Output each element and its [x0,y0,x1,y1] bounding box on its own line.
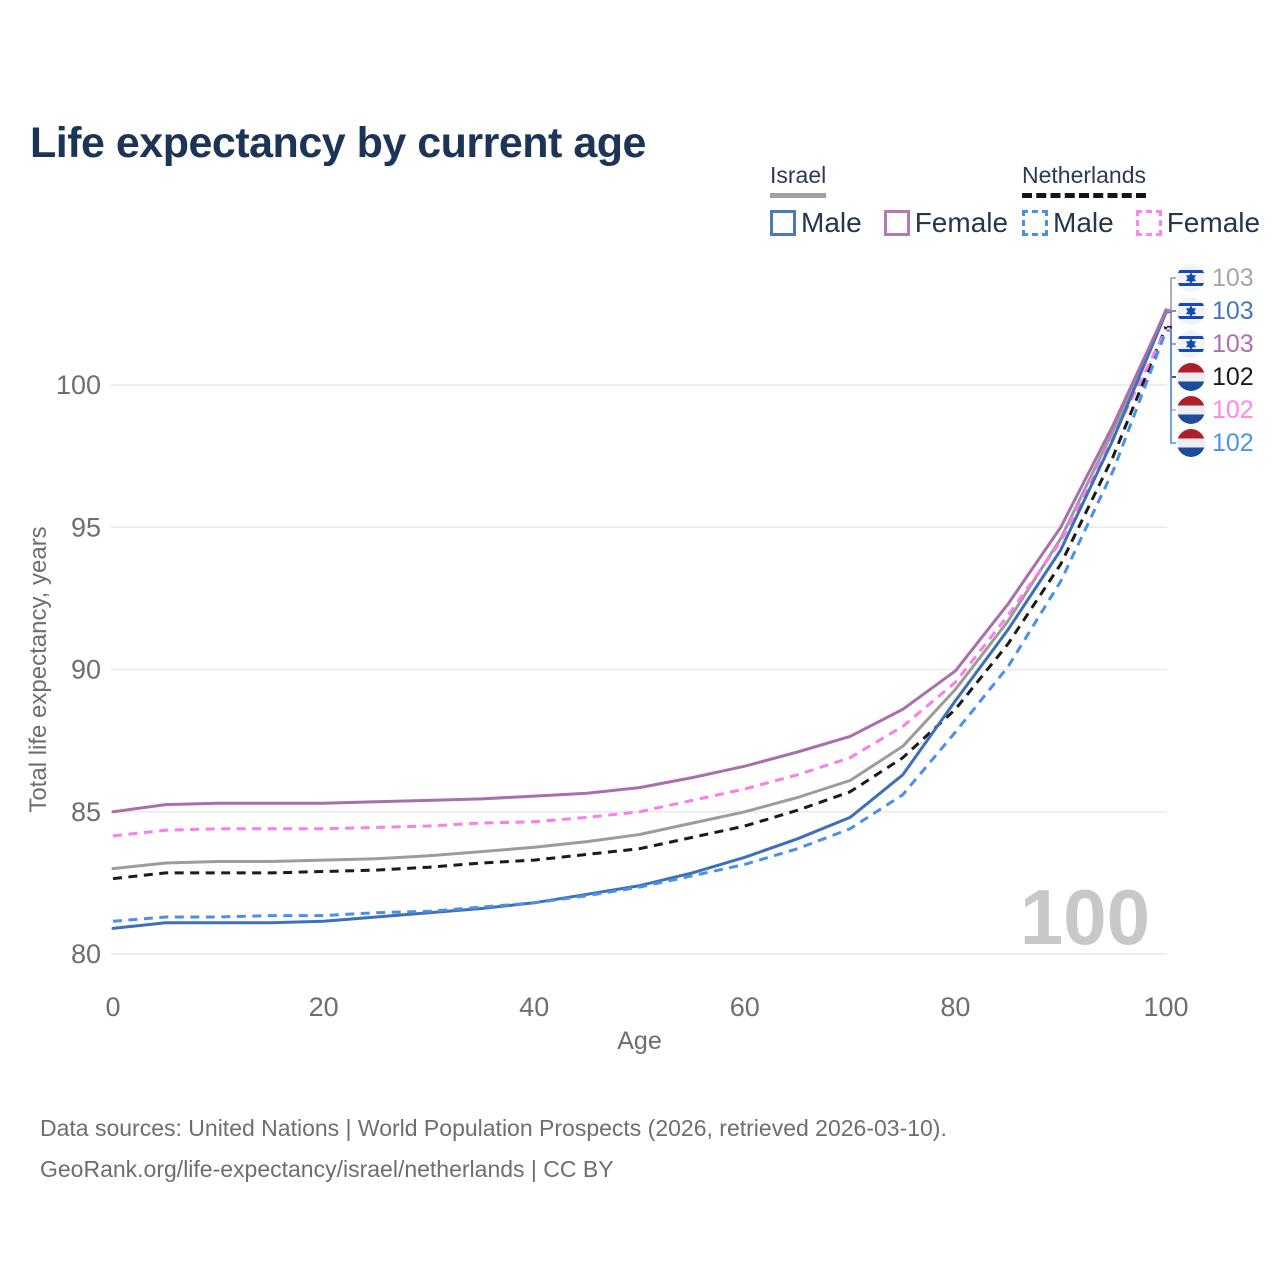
legend-group-netherlands: Netherlands Male Female [1022,162,1280,239]
legend-group-israel: Israel Male Female [770,162,1030,239]
legend-group-title-netherlands[interactable]: Netherlands [1022,162,1147,198]
x-tick-60: 60 [730,992,760,1022]
series-line-netherlands-female [112,328,1168,838]
legend-label: Male [801,207,862,238]
legend-item-netherlands-male[interactable]: Male [1022,207,1114,239]
footer-sources: Data sources: United Nations | World Pop… [40,1115,947,1141]
x-axis-title: Age [617,1027,661,1055]
legend-label: Male [1053,207,1114,238]
y-tick-85: 85 [71,797,101,827]
y-tick-90: 90 [71,655,101,685]
footer: Data sources: United Nations | World Pop… [40,1108,947,1190]
leader-line-israel-total [1167,277,1176,311]
series-line-israel-female [111,309,1168,814]
legend-group-title-israel[interactable]: Israel [770,162,827,198]
footer-attribution: GeoRank.org/life-expectancy/israel/nethe… [40,1156,614,1182]
age-watermark: 100 [1019,873,1150,961]
series-line-netherlands-total [112,326,1168,881]
legend-item-netherlands-female[interactable]: Female [1135,207,1261,239]
legend-item-israel-male[interactable]: Male [770,207,862,239]
y-tick-80: 80 [71,939,101,969]
series-line-netherlands-male [112,330,1168,923]
x-tick-20: 20 [309,992,339,1022]
leader-line-netherlands-male [1167,330,1176,444]
page-title: Life expectancy by current age [30,118,646,167]
series-line-israel-total [111,308,1168,871]
y-tick-100: 100 [56,370,101,400]
israel-female-swatch-icon [883,210,910,236]
legend-label: Female [914,207,1009,238]
netherlands-male-swatch-icon [1022,210,1048,236]
legend-item-israel-female[interactable]: Female [883,207,1009,239]
israel-male-swatch-icon [770,210,796,236]
x-tick-40: 40 [519,992,549,1022]
y-axis-title: Total life expectancy, years [25,526,52,812]
x-tick-100: 100 [1143,992,1188,1022]
netherlands-female-swatch-icon [1135,210,1162,236]
x-tick-80: 80 [940,992,970,1022]
x-tick-0: 0 [105,992,120,1022]
y-tick-95: 95 [71,512,101,542]
legend-label: Female [1166,207,1261,238]
